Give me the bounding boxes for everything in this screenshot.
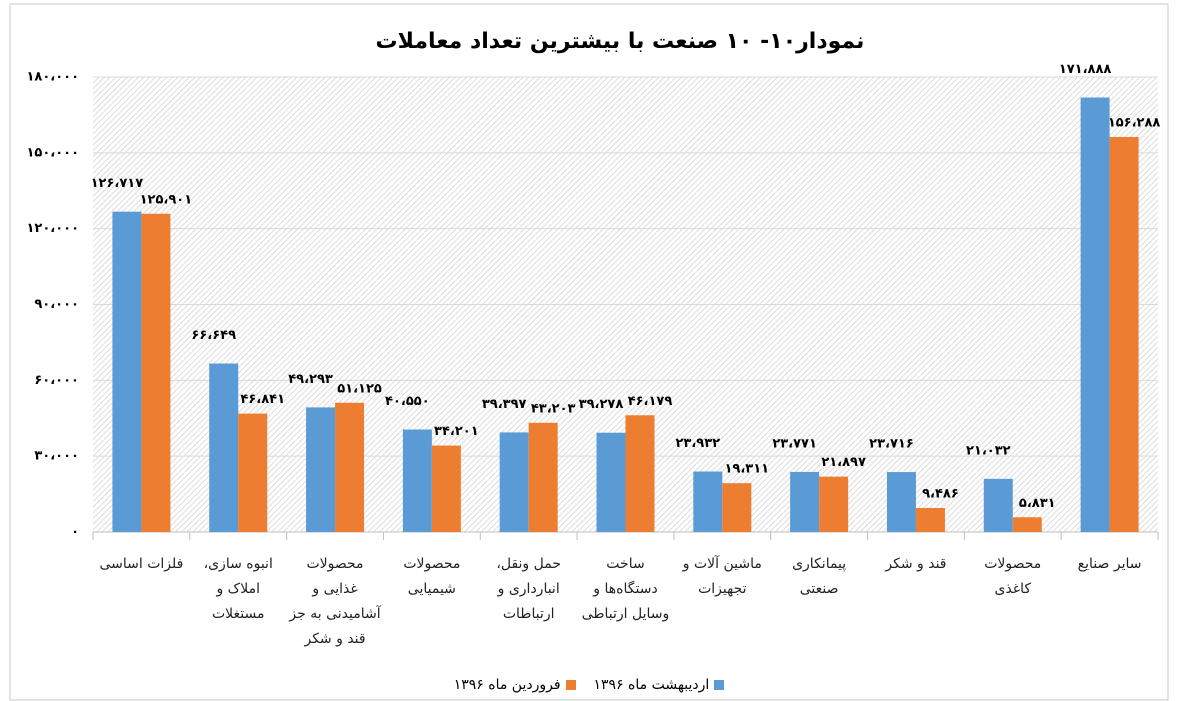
data-label: ۴۳،۲۰۳: [531, 401, 576, 416]
data-label: ۵،۸۳۱: [1019, 496, 1056, 511]
data-label: ۲۱،۰۳۲: [966, 443, 1011, 458]
bar: [625, 415, 655, 532]
data-label: ۳۹،۲۷۸: [579, 397, 624, 412]
legend-swatch: [714, 680, 725, 690]
legend: اردیبهشت ماه ۱۳۹۶ فروردین ماه ۱۳۹۶: [0, 677, 1178, 693]
bar: [238, 413, 268, 532]
x-tick-label: ساخت دستگاه‌ها و وسایل ارتباطی: [581, 556, 670, 622]
y-tick-label: ۱۵۰،۰۰۰: [26, 145, 79, 160]
bar: [596, 432, 626, 532]
bar: [499, 432, 529, 532]
bar: [1109, 136, 1139, 532]
bar: [886, 472, 916, 532]
data-label: ۲۳،۷۱۶: [869, 437, 914, 452]
bar: [335, 402, 365, 532]
legend-label: فروردین ماه ۱۳۹۶: [453, 677, 561, 693]
bar: [915, 508, 945, 532]
bar: [402, 429, 432, 532]
data-label: ۱۵۶،۲۸۸: [1108, 115, 1161, 130]
chart-title: نمودار۱۰- ۱۰ صنعت با بیشترین تعداد معامل…: [376, 29, 865, 54]
bar: [141, 213, 171, 532]
legend-label: اردیبهشت ماه ۱۳۹۶: [593, 677, 710, 693]
x-tick-label: فلزات اساسی: [99, 556, 184, 572]
x-tick-label: انبوه سازی، املاک و مستغلات: [203, 556, 273, 622]
data-label: ۱۲۶،۷۱۷: [91, 176, 144, 191]
bar: [1080, 97, 1110, 532]
bar: [431, 445, 461, 532]
data-label: ۱۷۱،۸۸۸: [1059, 62, 1112, 77]
data-label: ۶۶،۶۴۹: [191, 328, 236, 343]
x-tick-label: ماشین آلات و تجهیزات: [682, 556, 762, 597]
bar: [112, 211, 142, 533]
bar: [1012, 517, 1042, 532]
data-label: ۲۱،۸۹۷: [821, 455, 866, 470]
data-label: ۴۰،۵۵۰: [385, 394, 430, 409]
data-label: ۳۹،۳۹۷: [482, 397, 527, 412]
data-label: ۲۳،۷۷۱: [772, 436, 817, 451]
bar: [693, 471, 723, 532]
legend-item: اردیبهشت ماه ۱۳۹۶: [594, 677, 725, 693]
x-tick-label: محصولات غذایی و آشامیدنی به جز قند و شکر: [289, 556, 381, 647]
x-tick-label: محصولات کاغذی: [984, 556, 1042, 597]
data-label: ۴۶،۸۴۱: [240, 392, 285, 407]
data-label: ۴۹،۲۹۳: [288, 372, 333, 387]
x-tick-label: پیمانکاری صنعتی: [792, 556, 847, 597]
x-tick-label: سایر صنایع: [1077, 556, 1142, 572]
y-tick-label: ۰: [71, 525, 79, 540]
y-tick-label: ۱۸۰،۰۰۰: [26, 70, 79, 85]
data-label: ۵۱،۱۲۵: [337, 381, 382, 396]
data-label: ۹،۴۸۶: [922, 487, 959, 502]
bar: [528, 422, 558, 532]
data-label: ۴۶،۱۷۹: [628, 394, 673, 409]
bar: [722, 483, 752, 532]
legend-swatch: [565, 680, 576, 690]
x-tick-label: محصولات شیمیایی: [403, 556, 461, 597]
y-tick-label: ۱۲۰،۰۰۰: [26, 221, 79, 236]
data-label: ۲۳،۹۳۲: [676, 436, 721, 451]
legend-item: فروردین ماه ۱۳۹۶: [454, 677, 576, 693]
data-label: ۱۹،۳۱۱: [725, 462, 770, 477]
x-tick-label: حمل ونقل، انبارداری و ارتباطات: [496, 556, 561, 622]
data-label: ۳۴،۲۰۱: [434, 424, 479, 439]
y-tick-label: ۹۰،۰۰۰: [34, 297, 79, 312]
data-label: ۱۲۵،۹۰۱: [140, 192, 193, 207]
bar: [983, 478, 1013, 532]
bar: [306, 407, 336, 532]
y-tick-label: ۶۰،۰۰۰: [34, 373, 79, 388]
x-tick-label: قند و شکر: [885, 556, 947, 572]
bar: [790, 471, 820, 532]
bar: [209, 363, 239, 532]
bar: [819, 476, 849, 532]
y-tick-label: ۳۰،۰۰۰: [34, 449, 79, 464]
